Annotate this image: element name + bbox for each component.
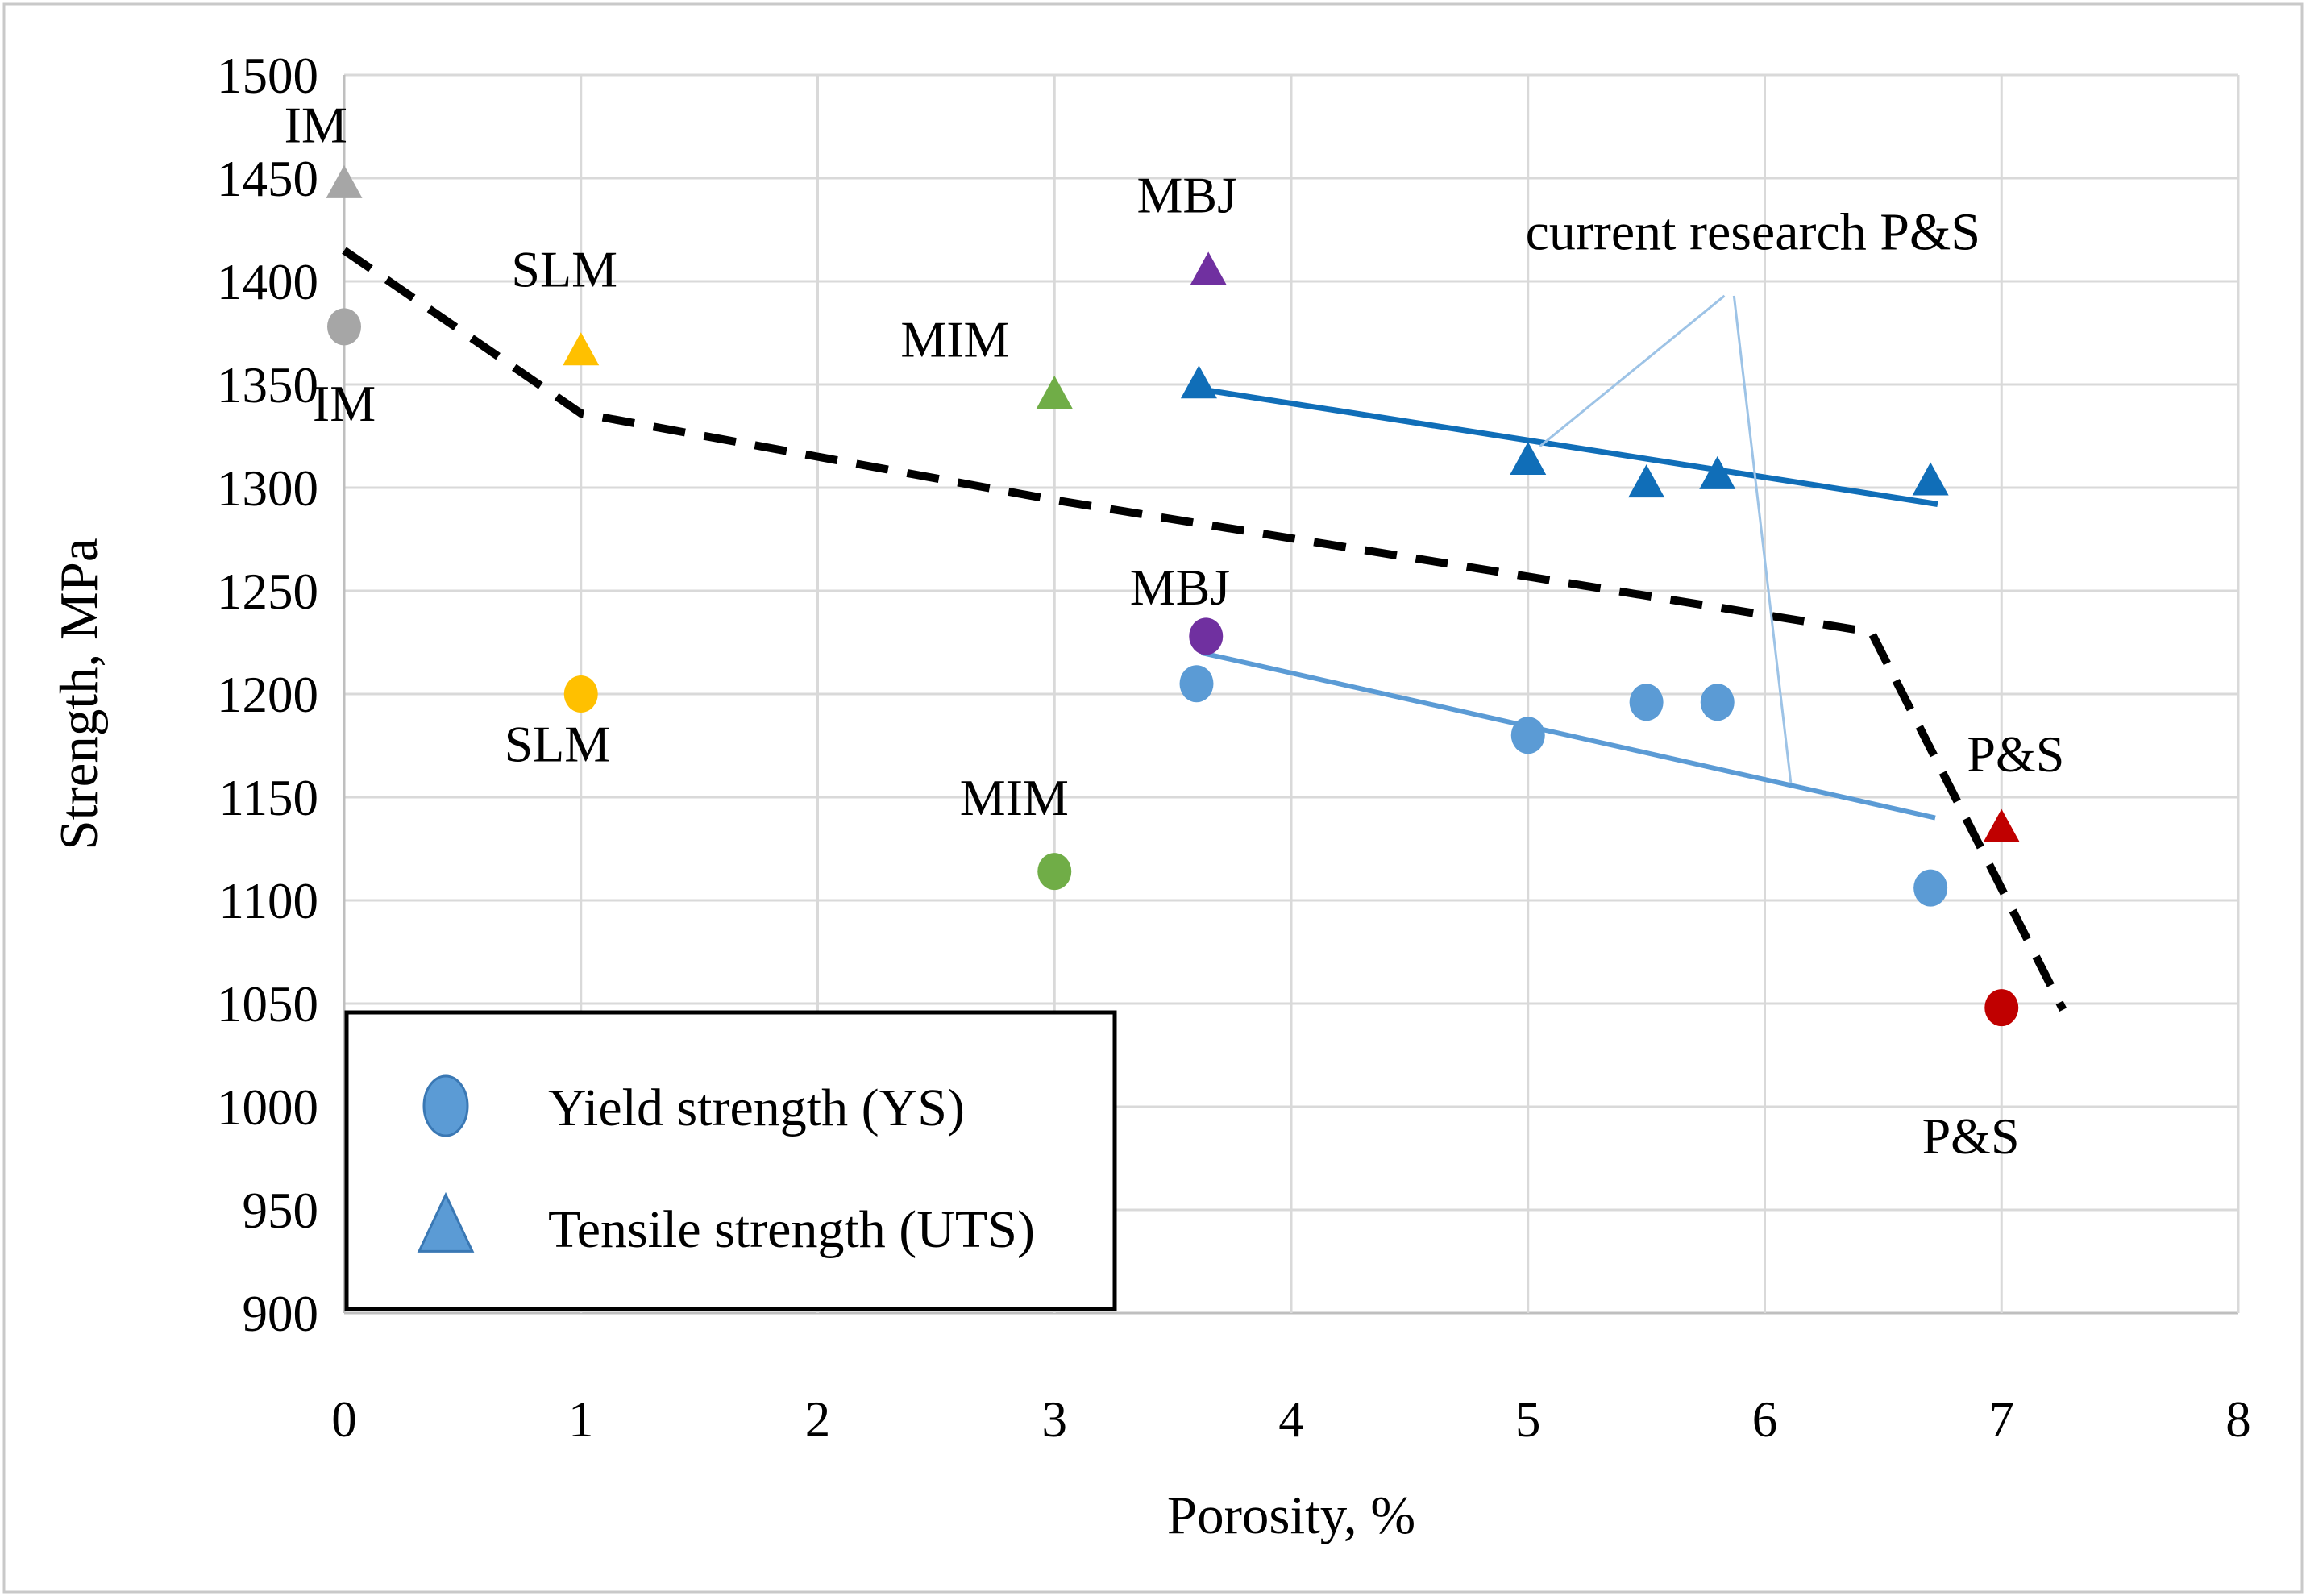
data-point-uts-slm: [563, 332, 600, 366]
axis-tick-labels: 1500145014001350130012501200115011001050…: [217, 48, 2251, 1448]
point-label-mbj: MBJ: [1137, 166, 1238, 223]
data-point-uts-im: [326, 164, 363, 198]
x-tick-2: 2: [805, 1391, 831, 1448]
y-tick-1450: 1450: [217, 151, 318, 207]
point-label-mim: MIM: [960, 769, 1069, 826]
data-point-ys-current-research-p-s: [1629, 684, 1664, 721]
y-tick-1150: 1150: [218, 770, 318, 826]
point-label-mim: MIM: [900, 311, 1009, 368]
x-tick-4: 4: [1278, 1391, 1304, 1448]
legend: Yield strength (YS) Tensile strength (UTS…: [344, 1010, 1117, 1311]
y-tick-1400: 1400: [217, 254, 318, 310]
legend-marker-triangle: [417, 1191, 475, 1253]
x-tick-7: 7: [1989, 1391, 2015, 1448]
axis-titles: Porosity, % Strength, MPa: [49, 538, 1415, 1545]
point-label-mbj: MBJ: [1130, 559, 1231, 616]
y-tick-1050: 1050: [217, 976, 318, 1033]
y-tick-1250: 1250: [217, 563, 318, 620]
x-tick-1: 1: [568, 1391, 594, 1448]
point-label-p-s: P&S: [1922, 1108, 2020, 1165]
point-label-slm: SLM: [505, 715, 611, 772]
data-point-ys-current-research-p-s: [1510, 717, 1545, 754]
data-point-uts-current-research-p-s: [1510, 441, 1547, 475]
data-point-ys-mbj: [1189, 617, 1224, 655]
data-point-uts-current-research-p-s: [1180, 365, 1217, 399]
data-point-ys-current-research-p-s: [1700, 684, 1735, 721]
annotation-leader-left: [1539, 294, 1726, 447]
x-tick-5: 5: [1515, 1391, 1541, 1448]
x-tick-6: 6: [1752, 1391, 1778, 1448]
point-label-slm: SLM: [511, 241, 617, 298]
y-tick-1100: 1100: [218, 873, 318, 929]
point-label-im: IM: [285, 96, 347, 153]
data-point-uts-current-research-p-s: [1912, 462, 1949, 496]
data-point-ys-mim: [1037, 853, 1072, 891]
legend-label-ys: Yield strength (YS): [548, 1079, 965, 1137]
data-point-uts-current-research-p-s: [1699, 455, 1736, 489]
y-tick-1000: 1000: [217, 1079, 318, 1136]
y-axis-title: Strength, MPa: [49, 538, 109, 850]
legend-marker-circle: [422, 1074, 469, 1137]
x-axis-title: Porosity, %: [1167, 1486, 1415, 1545]
x-tick-8: 8: [2225, 1391, 2251, 1448]
x-tick-3: 3: [1042, 1391, 1068, 1448]
data-point-ys-p-s: [1984, 989, 2019, 1027]
y-tick-1200: 1200: [217, 667, 318, 723]
data-point-uts-current-research-p-s: [1628, 464, 1665, 498]
annotation-current-research: current research P&S: [1526, 203, 1980, 262]
data-point-ys-slm: [563, 675, 598, 713]
UTS-trendline: [1195, 385, 1938, 507]
y-tick-900: 900: [243, 1286, 319, 1342]
legend-box: [344, 1010, 1117, 1311]
y-tick-1350: 1350: [217, 357, 318, 414]
data-point-ys-current-research-p-s: [1179, 665, 1214, 703]
YS-trendline: [1200, 650, 1936, 821]
x-tick-0: 0: [331, 1391, 357, 1448]
y-tick-1300: 1300: [217, 460, 318, 517]
data-labels: IM IM SLM SLM MIM MIM MBJ MBJ P&S P&S current rese…: [285, 96, 2065, 1164]
point-label-im: IM: [313, 375, 376, 432]
y-tick-1500: 1500: [217, 48, 318, 104]
legend-label-uts: Tensile strength (UTS): [548, 1200, 1035, 1259]
data-point-ys-current-research-p-s: [1913, 869, 1948, 907]
data-point-uts-mim: [1036, 376, 1073, 409]
point-label-p-s: P&S: [1967, 725, 2064, 783]
annotation-leader-right: [1732, 295, 1793, 783]
trend-lines: [342, 247, 2067, 1012]
data-point-ys-im: [327, 308, 361, 346]
data-point-uts-p-s: [1983, 808, 2020, 842]
y-tick-950: 950: [243, 1182, 319, 1239]
data-points: [326, 164, 2020, 1027]
data-point-uts-mbj: [1190, 251, 1227, 285]
